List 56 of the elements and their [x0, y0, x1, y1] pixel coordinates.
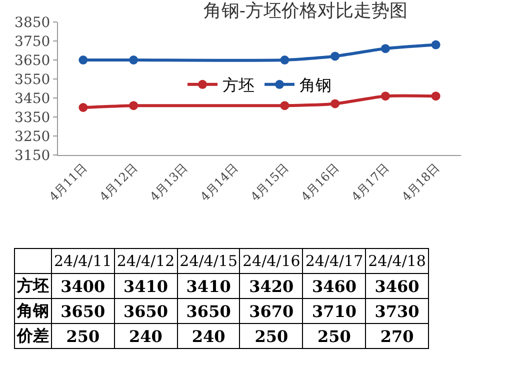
data-label: 3460	[302, 274, 366, 298]
y-tick-label: 3550	[14, 72, 50, 88]
legend-label: 角钢	[300, 76, 332, 95]
point	[78, 103, 88, 112]
x-tick-label: 4月13日	[147, 160, 190, 204]
data-label: 240	[177, 324, 240, 348]
y-tick-label: 3350	[14, 110, 50, 126]
point	[431, 92, 440, 101]
data-label: 3650	[177, 298, 240, 324]
x-tick-label: 4月12日	[96, 160, 140, 204]
data-label: 3730	[366, 298, 428, 324]
x-tick-label: 4月17日	[348, 160, 392, 204]
category-label: 24/4/11	[52, 248, 114, 274]
y-tick-label: 3250	[14, 128, 50, 145]
data-label: 3410	[114, 274, 178, 298]
data-label: 250	[240, 324, 303, 348]
data-label: 3460	[366, 274, 428, 298]
data-label: 3400	[52, 274, 114, 298]
data-label: 3650	[52, 298, 114, 324]
category-label: 24/4/12	[114, 248, 178, 274]
category-label: 24/4/17	[302, 248, 366, 274]
point	[380, 92, 390, 101]
data-label: 3410	[177, 274, 240, 298]
y-tick-label: 3850	[14, 14, 50, 31]
point	[129, 101, 138, 110]
data-label: 270	[366, 324, 428, 348]
point	[78, 56, 88, 64]
x-tick-label: 4月15日	[248, 160, 292, 204]
category-label: 24/4/18	[366, 248, 428, 274]
category-label: 24/4/16	[240, 248, 303, 274]
point	[129, 56, 138, 64]
legend-label: 价差	[14, 324, 52, 348]
legend-label: 角钢	[14, 298, 52, 324]
y-tick-label: 3650	[14, 52, 50, 69]
point	[280, 56, 290, 64]
point	[330, 52, 340, 61]
point	[330, 99, 340, 108]
data-label: 3670	[240, 298, 303, 324]
x-tick-label: 4月16日	[298, 160, 342, 204]
data-label: 250	[52, 324, 114, 348]
legend-label: 方坯	[14, 274, 52, 298]
legend-label: 方坯	[222, 76, 254, 95]
point	[380, 44, 390, 54]
point	[280, 101, 290, 110]
x-tick-label: 4月14日	[198, 160, 241, 204]
y-tick-label: 3450	[14, 90, 50, 107]
chart-title: 角钢-方坯价格对比走势图	[203, 0, 408, 22]
point	[431, 40, 440, 50]
category-label: 24/4/15	[177, 248, 240, 274]
data-label: 250	[302, 324, 366, 348]
y-tick-label: 3750	[14, 34, 50, 50]
x-tick-label: 4月18日	[399, 160, 442, 204]
data-label: 240	[114, 324, 178, 348]
data-label: 3710	[302, 298, 366, 324]
data-label: 3650	[114, 298, 178, 324]
data-label: 3420	[240, 274, 303, 298]
